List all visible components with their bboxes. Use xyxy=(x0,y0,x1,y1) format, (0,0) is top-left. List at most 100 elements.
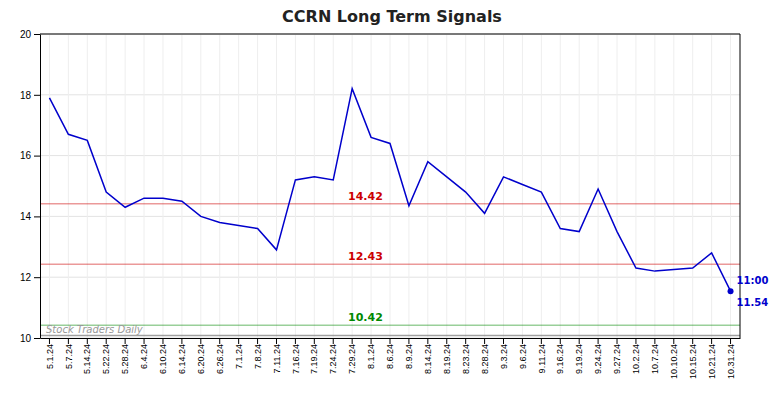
x-grid-line xyxy=(427,34,428,338)
x-tick-label: 6.4.24 xyxy=(139,344,149,369)
x-tick: 7.24.24 xyxy=(328,338,338,374)
x-grid-line xyxy=(484,34,485,338)
x-tick-mark xyxy=(541,338,542,344)
x-tick: 7.16.24 xyxy=(291,338,301,374)
x-tick-mark xyxy=(560,338,561,344)
x-tick-label: 7.1.24 xyxy=(234,344,244,369)
y-tick-mark xyxy=(34,338,40,339)
x-tick-mark xyxy=(484,338,485,344)
x-grid-line xyxy=(333,34,334,338)
x-tick-label: 8.28.24 xyxy=(480,344,490,374)
x-tick-label: 9.6.24 xyxy=(518,344,528,369)
x-tick: 9.16.24 xyxy=(555,338,565,374)
x-grid-line xyxy=(314,34,315,338)
y-tick-mark xyxy=(34,277,40,278)
x-tick-label: 5.22.24 xyxy=(101,344,111,374)
x-grid-line xyxy=(238,34,239,338)
x-tick-label: 8.1.24 xyxy=(366,344,376,369)
x-tick-mark xyxy=(654,338,655,344)
x-tick: 8.14.24 xyxy=(423,338,433,374)
y-tick-mark xyxy=(34,95,40,96)
x-tick-label: 7.24.24 xyxy=(328,344,338,374)
x-grid-line xyxy=(87,34,88,338)
y-tick: 16 xyxy=(20,150,40,161)
x-grid-line xyxy=(144,34,145,338)
x-tick-mark xyxy=(730,338,731,344)
x-tick: 10.7.24 xyxy=(650,338,660,374)
x-tick: 7.19.24 xyxy=(309,338,319,374)
x-grid-line xyxy=(617,34,618,338)
x-grid-line xyxy=(68,34,69,338)
x-grid-line xyxy=(598,34,599,338)
horizontal-line-label: 10.42 xyxy=(348,311,383,324)
x-grid-line xyxy=(465,34,466,338)
x-tick-label: 7.8.24 xyxy=(253,344,263,369)
x-tick-mark xyxy=(390,338,391,344)
x-tick: 6.20.24 xyxy=(196,338,206,374)
x-tick: 8.6.24 xyxy=(385,338,395,369)
grid xyxy=(40,34,740,338)
x-tick: 5.14.24 xyxy=(82,338,92,374)
x-tick-mark xyxy=(522,338,523,344)
x-grid-line xyxy=(635,34,636,338)
x-tick: 8.9.24 xyxy=(404,338,414,369)
y-axis: 10 12 14 16 18 20 xyxy=(20,29,41,344)
x-tick: 8.23.24 xyxy=(461,338,471,374)
x-tick: 10.15.24 xyxy=(688,338,698,379)
x-grid-line xyxy=(200,34,201,338)
x-tick: 6.4.24 xyxy=(139,338,149,369)
x-tick-mark xyxy=(87,338,88,344)
x-tick-label: 5.7.24 xyxy=(64,344,74,369)
y-tick-label: 20 xyxy=(20,29,32,40)
x-tick: 6.10.24 xyxy=(158,338,168,374)
x-tick-mark xyxy=(257,338,258,344)
y-tick-mark xyxy=(34,216,40,217)
x-grid-line xyxy=(692,34,693,338)
x-tick: 9.11.24 xyxy=(537,338,547,373)
x-tick-mark xyxy=(200,338,201,344)
x-tick-mark xyxy=(598,338,599,344)
x-grid-line xyxy=(522,34,523,338)
x-tick: 5.7.24 xyxy=(64,338,74,369)
title: CCRN Long Term Signals xyxy=(282,7,502,26)
x-tick-mark xyxy=(617,338,618,344)
y-tick-label: 10 xyxy=(20,333,32,344)
y-tick-label: 18 xyxy=(20,90,32,101)
y-tick-label: 12 xyxy=(20,272,32,283)
x-tick-label: 10.7.24 xyxy=(650,344,660,374)
x-tick-mark xyxy=(144,338,145,344)
x-tick: 8.19.24 xyxy=(442,338,452,374)
x-tick: 10.10.24 xyxy=(669,338,679,379)
marks xyxy=(40,89,740,336)
y-axis-line xyxy=(40,35,41,339)
x-tick-mark xyxy=(371,338,372,344)
x-tick: 10.21.24 xyxy=(707,338,717,379)
x-grid-line xyxy=(579,34,580,338)
x-tick-label: 10.10.24 xyxy=(669,344,679,379)
x-tick-mark xyxy=(673,338,674,344)
x-tick-mark xyxy=(408,338,409,344)
x-tick-label: 7.29.24 xyxy=(347,344,357,374)
x-tick-mark xyxy=(635,338,636,344)
x-tick-mark xyxy=(276,338,277,344)
x-tick-label: 9.19.24 xyxy=(574,344,584,374)
y-tick: 12 xyxy=(20,272,40,283)
x-tick-mark xyxy=(162,338,163,344)
x-tick: 7.29.24 xyxy=(347,338,357,374)
x-tick: 9.3.24 xyxy=(499,338,509,369)
x-tick-label: 10.15.24 xyxy=(688,344,698,379)
y-tick: 20 xyxy=(20,29,40,40)
x-grid-line xyxy=(295,34,296,338)
x-tick-mark xyxy=(49,338,50,344)
horizontal-line xyxy=(40,335,740,337)
x-grid-line xyxy=(181,34,182,338)
x-grid-line xyxy=(673,34,674,338)
y-tick-label: 14 xyxy=(20,211,32,222)
x-tick-label: 6.10.24 xyxy=(158,344,168,374)
x-axis: 5.1.245.7.245.14.245.22.245.28.246.4.246… xyxy=(41,338,741,379)
x-tick-mark xyxy=(68,338,69,344)
x-tick-label: 10.31.24 xyxy=(726,344,736,379)
x-tick-label: 9.11.24 xyxy=(537,344,547,373)
x-grid-line xyxy=(257,34,258,338)
x-grid-line xyxy=(106,34,107,338)
